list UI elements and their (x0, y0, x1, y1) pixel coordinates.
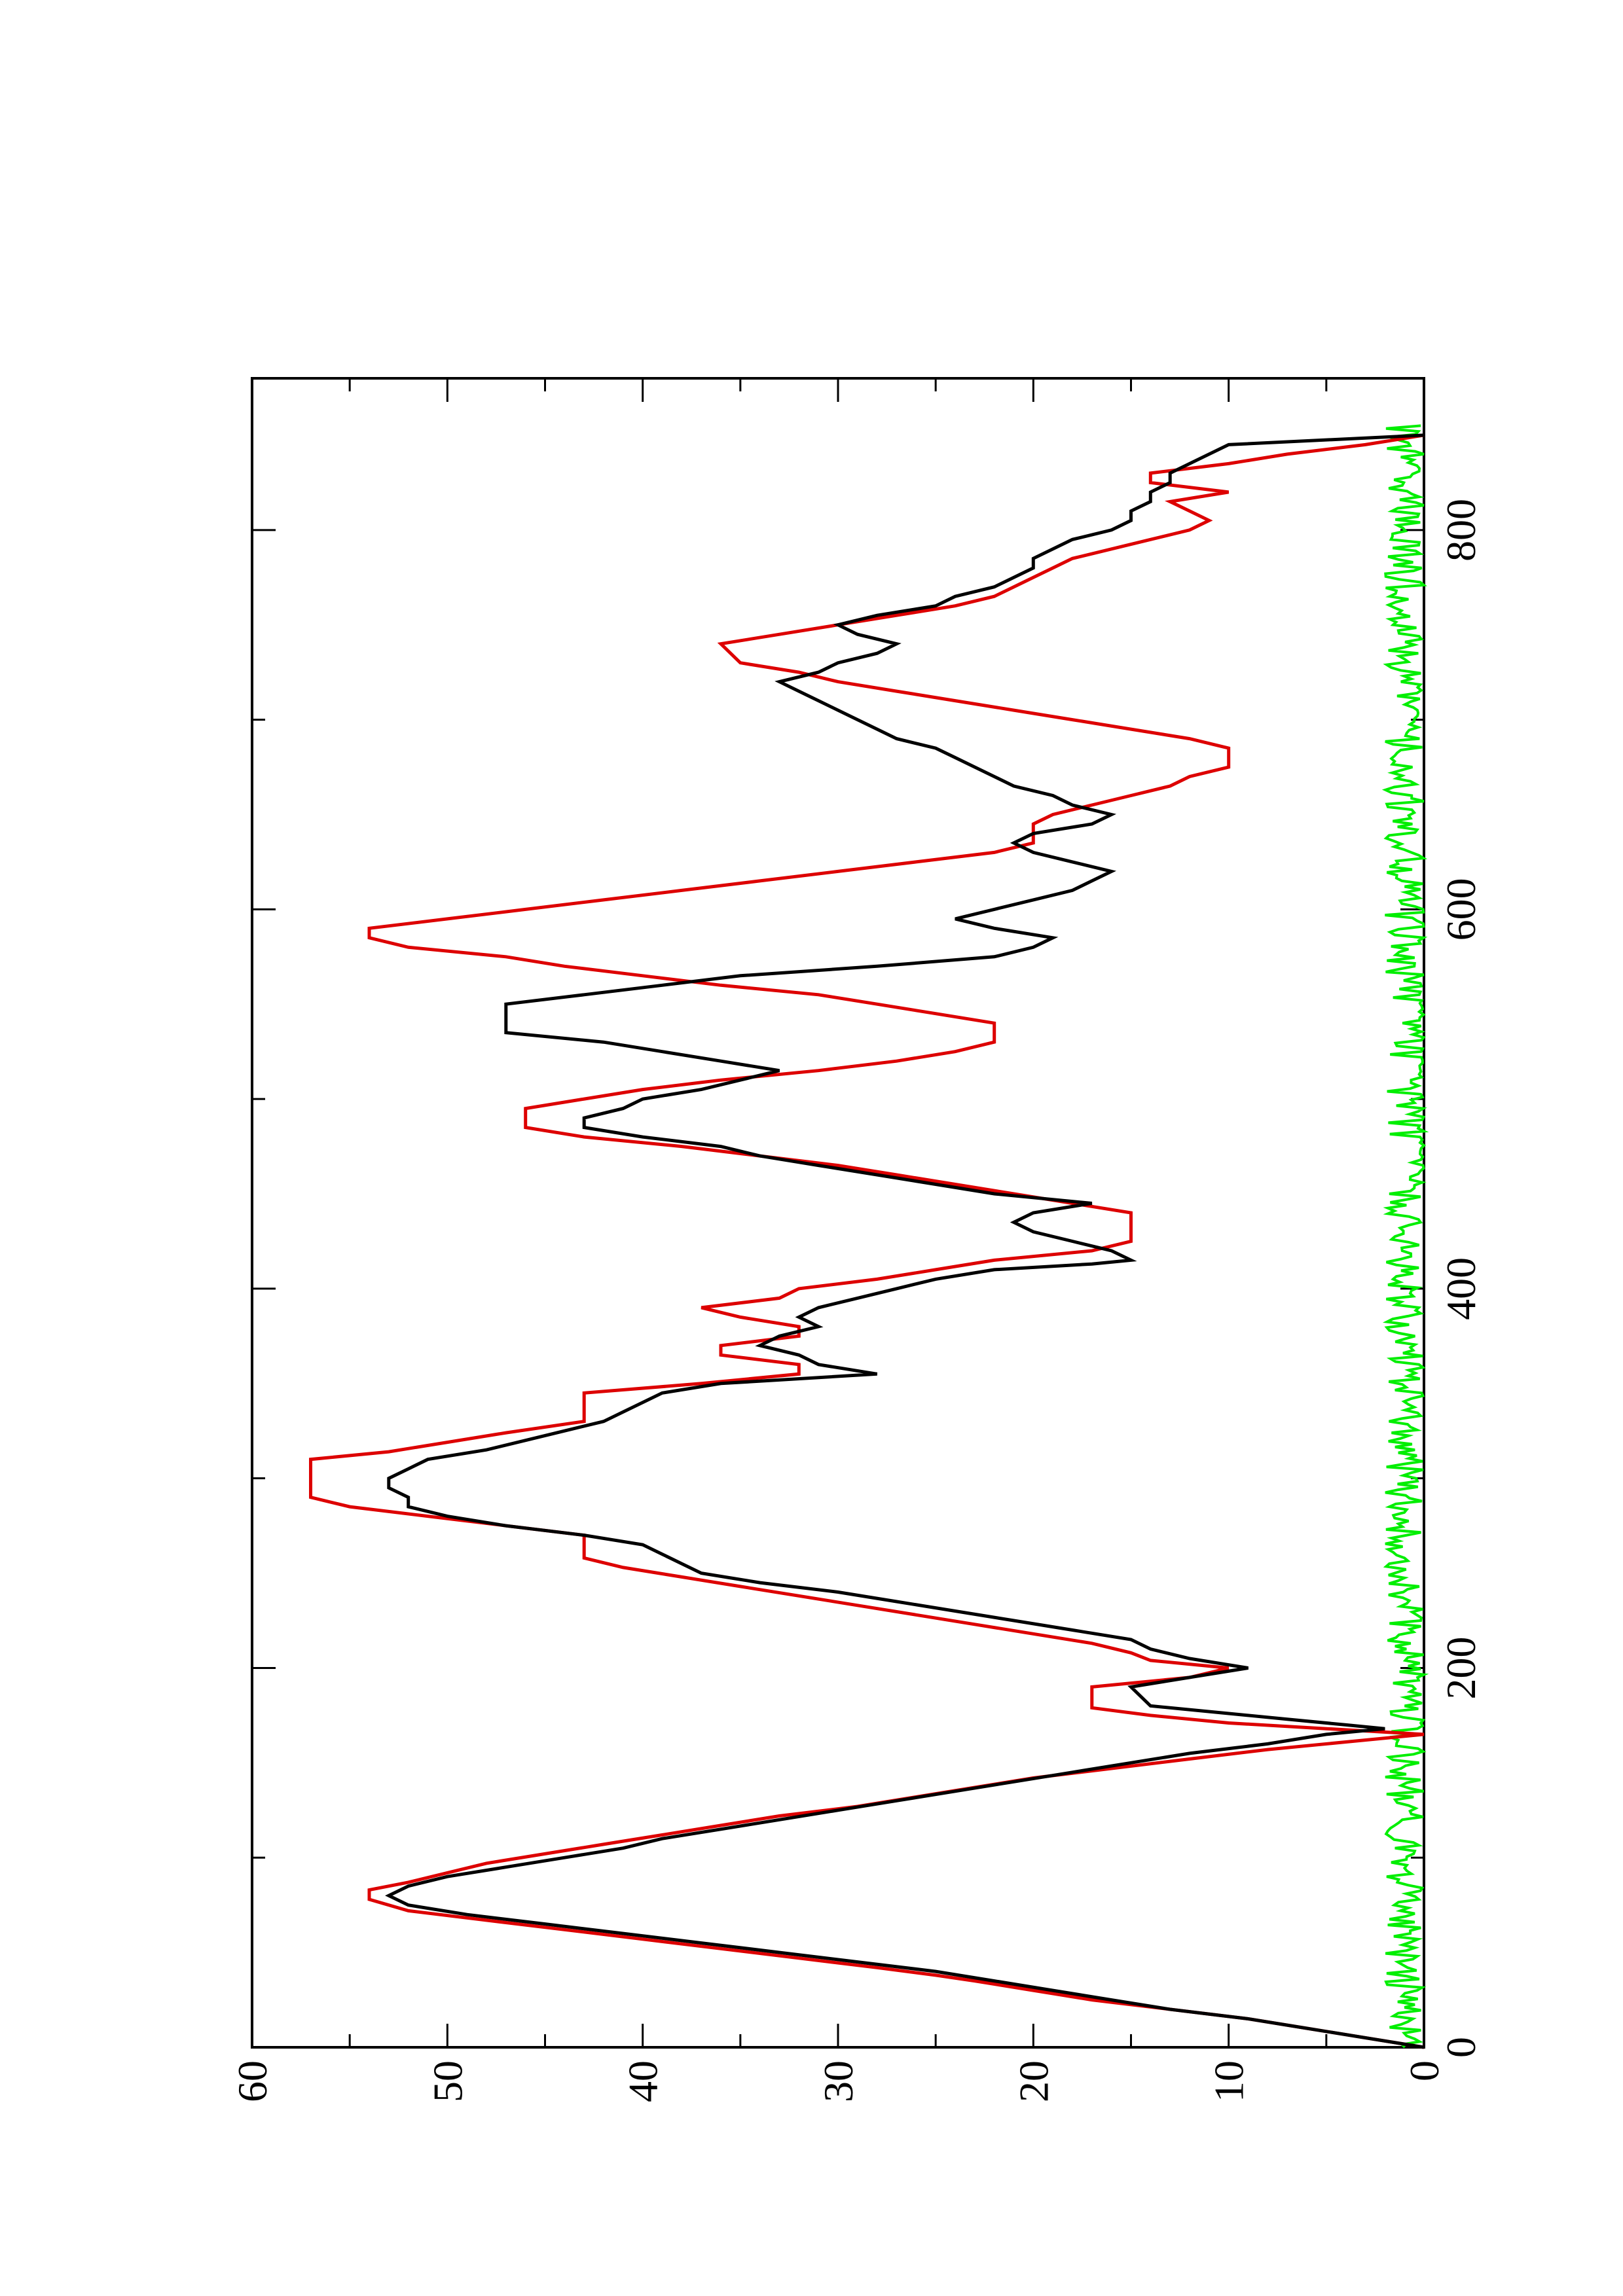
y-tick-label: 50 (424, 2060, 471, 2102)
x-tick-label: 0 (1438, 2037, 1484, 2058)
x-tick-label: 800 (1438, 499, 1484, 562)
axis-tick-labels: 0 200 400 600 800 0 10 20 30 40 50 60 (229, 499, 1484, 2102)
x-tick-label: 200 (1438, 1636, 1484, 1699)
y-tick-label: 10 (1206, 2060, 1252, 2102)
x-tick-label: 400 (1438, 1257, 1484, 1320)
y-tick-label: 0 (1401, 2060, 1448, 2081)
series-group (309, 424, 1429, 2049)
y-tick-label: 40 (620, 2060, 666, 2102)
y-tick-label: 60 (229, 2060, 276, 2102)
rotated-plot-group: 0 200 400 600 800 0 10 20 30 40 50 60 (229, 377, 1484, 2102)
plot-frame (251, 377, 1425, 2049)
y-tick-label: 20 (1010, 2060, 1057, 2102)
axis-ticks (251, 378, 1425, 2049)
x-tick-label: 600 (1438, 878, 1484, 941)
y-tick-label: 30 (815, 2060, 862, 2102)
black-series-line (385, 433, 1425, 2049)
green-noise-series-line (1381, 424, 1429, 2049)
